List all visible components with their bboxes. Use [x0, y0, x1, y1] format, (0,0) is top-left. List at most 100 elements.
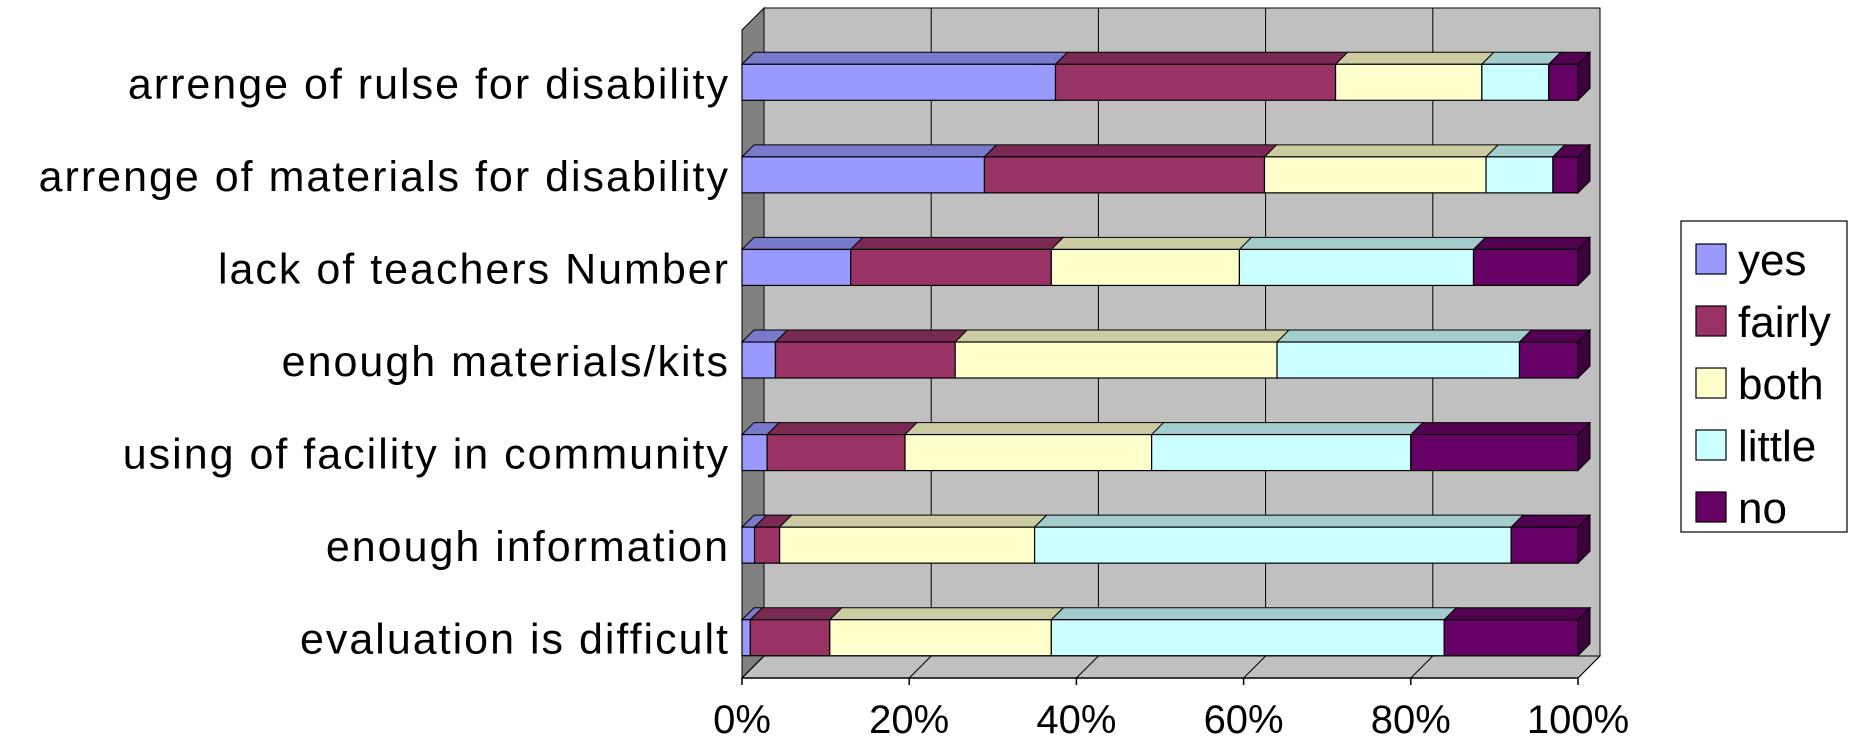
legend-swatch — [1695, 429, 1727, 461]
bars — [740, 51, 1592, 657]
bar-top — [774, 329, 969, 343]
category-label: enough materials/kits — [282, 338, 730, 386]
bar-top — [1150, 422, 1425, 436]
x-tick-label: 40% — [1036, 698, 1116, 739]
bar-segment-no — [1509, 513, 1592, 565]
bar-segment-yes — [740, 236, 864, 287]
bar-top — [953, 329, 1291, 343]
bar-front — [1481, 63, 1550, 101]
bar-front — [1485, 156, 1554, 194]
bar-segment-fairly — [983, 144, 1278, 194]
bar-top — [740, 236, 864, 250]
bar-segment-both — [1263, 144, 1500, 194]
bar-front — [741, 156, 986, 194]
bar-front — [1054, 63, 1337, 101]
bar-segment-yes — [740, 144, 998, 194]
bar-segment-little — [1238, 236, 1487, 287]
bar-segment-no — [1409, 421, 1592, 472]
floor-gridline — [1577, 655, 1601, 679]
bar-top — [740, 51, 1069, 65]
bar-top — [1409, 422, 1592, 436]
bar-front — [850, 248, 1052, 287]
bar-top — [1509, 514, 1592, 528]
bar-top — [1263, 144, 1500, 158]
bar-segment-both — [828, 607, 1065, 657]
bar-top — [903, 422, 1165, 436]
bar-segment-yes — [740, 329, 789, 379]
x-tick-label: 80% — [1371, 698, 1451, 739]
bar-segment-fairly — [1054, 51, 1349, 101]
bar-front — [766, 433, 906, 472]
legend-swatch — [1695, 491, 1727, 523]
bar-front — [983, 156, 1266, 194]
bar-front — [1510, 526, 1579, 564]
bar-top — [849, 236, 1065, 250]
bar-front — [741, 63, 1057, 101]
bar-side — [1577, 51, 1591, 102]
bar-segment-fairly — [774, 329, 969, 379]
bar-side — [1577, 236, 1591, 287]
bar-segment-both — [903, 422, 1165, 472]
legend-label: fairly — [1738, 298, 1831, 347]
bar-front — [1263, 156, 1487, 194]
bar-front — [1050, 248, 1241, 287]
bar-top — [765, 422, 919, 436]
bar-top — [1033, 514, 1525, 528]
legend-label: yes — [1738, 236, 1806, 285]
bar-segment-both — [778, 514, 1048, 564]
bar-side — [1577, 328, 1591, 380]
bar-front — [1443, 619, 1579, 657]
bar-segment-no — [1551, 143, 1592, 195]
bar-front — [753, 526, 781, 564]
category-label: using of facility in community — [123, 431, 730, 479]
bar-front — [1050, 619, 1445, 657]
bar-side — [1577, 606, 1591, 657]
floor-gridline — [1243, 655, 1266, 679]
legend-label: no — [1738, 484, 1787, 533]
legend-swatch — [1695, 305, 1727, 337]
category-labels: arrenge of rulse for disability arrenge o… — [39, 60, 730, 664]
bar-front — [779, 526, 1036, 564]
floor-gridline — [741, 655, 765, 679]
bar-front — [741, 526, 756, 564]
bar-front — [954, 341, 1278, 379]
x-tick-label: 100% — [1527, 698, 1629, 739]
bar-top — [1334, 51, 1496, 65]
category-label: lack of teachers Number — [218, 245, 730, 293]
bar-front — [1238, 248, 1475, 287]
bar-top — [1238, 236, 1487, 250]
x-tick-label: 20% — [869, 698, 949, 739]
bar-segment-little — [1275, 329, 1533, 379]
bar-side — [1577, 513, 1591, 565]
bar-front — [1334, 63, 1483, 101]
bar-segment-both — [1334, 51, 1496, 101]
bar-top — [1480, 51, 1562, 65]
bar-segment-no — [1518, 328, 1592, 380]
bar-segment-both — [1050, 236, 1253, 287]
bar-segment-yes — [740, 514, 768, 564]
bar-top — [740, 144, 998, 158]
bar-top — [1054, 51, 1349, 65]
bar-segment-little — [1050, 607, 1458, 657]
bar-top — [828, 607, 1065, 621]
category-label: arrenge of materials for disability — [39, 153, 730, 201]
floor — [740, 655, 1602, 679]
floor-gridline — [1410, 655, 1434, 679]
bar-front — [904, 433, 1153, 472]
bar-segment-no — [1443, 606, 1592, 657]
bar-top — [1472, 236, 1592, 250]
bar-top — [749, 607, 843, 621]
bar-top — [1050, 607, 1458, 621]
category-label: evaluation is difficult — [300, 616, 730, 664]
bar-top — [1275, 329, 1533, 343]
bar-front — [1548, 63, 1579, 101]
x-tick-labels: 0% 20% 40% 60% 80% 100% — [713, 698, 1629, 739]
legend-swatch — [1695, 243, 1727, 275]
x-tick-label: 60% — [1204, 698, 1284, 739]
bar-top — [1443, 607, 1592, 621]
bar-front — [1472, 248, 1579, 287]
bar-front — [1033, 526, 1512, 564]
bar-front — [1276, 341, 1521, 379]
bar-top — [1050, 236, 1253, 250]
